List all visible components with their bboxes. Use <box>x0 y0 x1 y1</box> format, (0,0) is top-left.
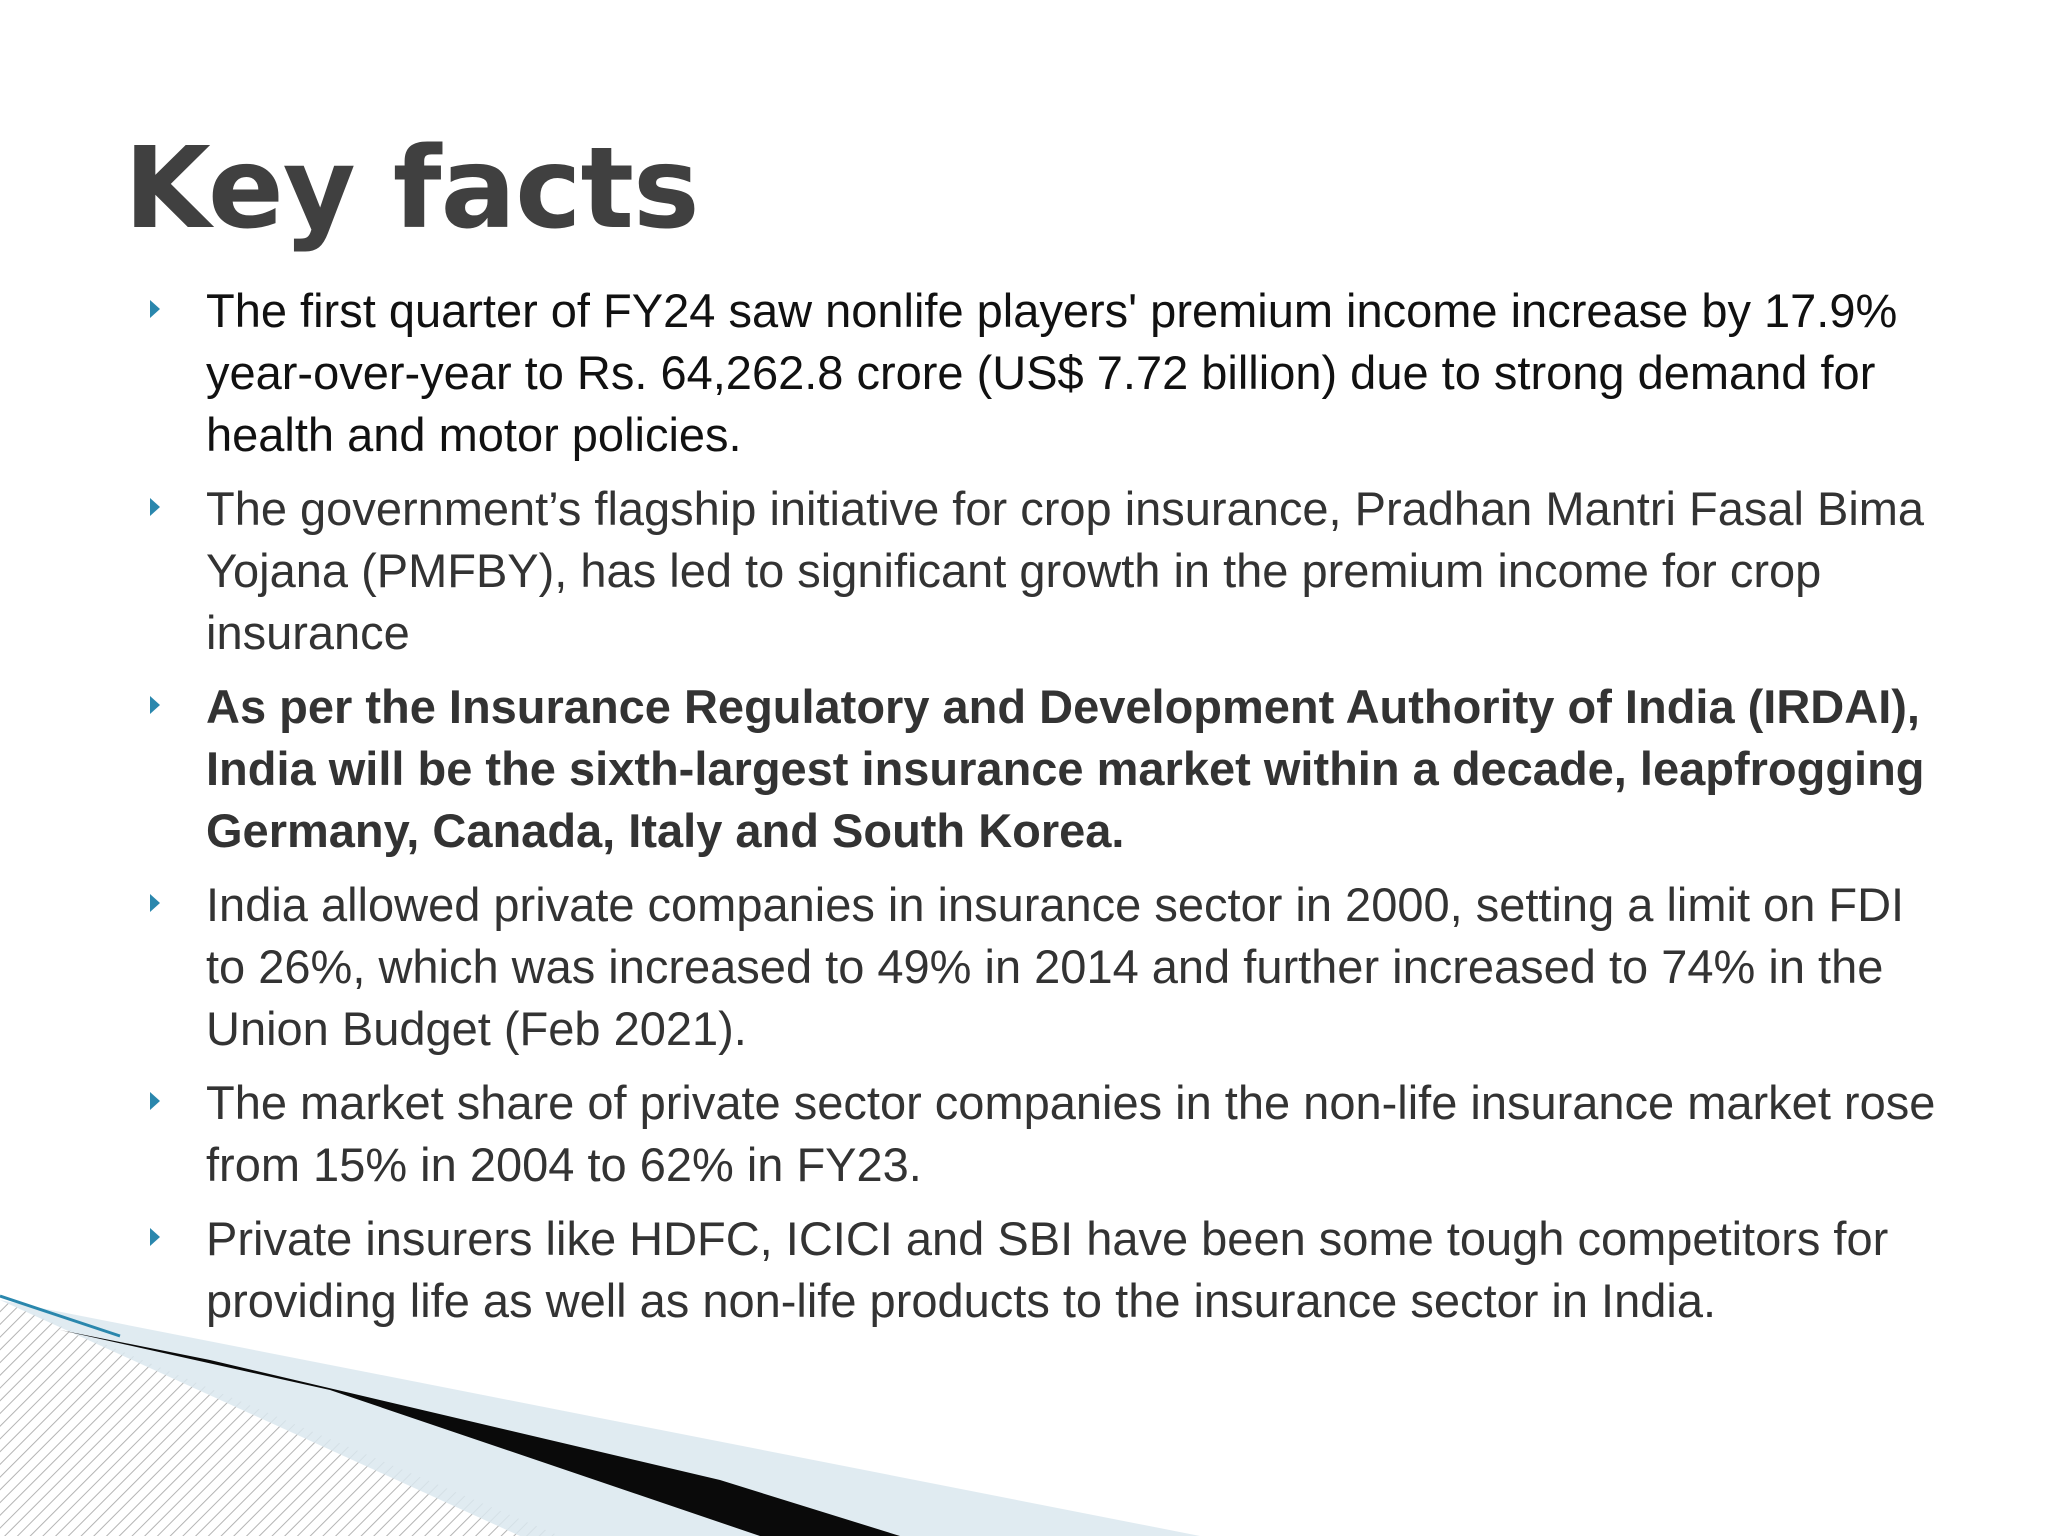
bullet-item: The government’s flagship initiative for… <box>148 478 1948 664</box>
blue-line <box>0 1294 121 1338</box>
bullet-arrow-icon <box>150 498 160 516</box>
bullet-arrow-icon <box>150 1092 160 1110</box>
bullet-item: The market share of private sector compa… <box>148 1072 1948 1196</box>
bullet-item: As per the Insurance Regulatory and Deve… <box>148 676 1948 862</box>
hatched-wedge-front <box>0 1300 520 1536</box>
bullet-item: The first quarter of FY24 saw nonlife pl… <box>148 280 1948 466</box>
bullet-arrow-icon <box>150 1228 160 1246</box>
bullet-list: The first quarter of FY24 saw nonlife pl… <box>148 280 1948 1344</box>
bullet-arrow-icon <box>150 300 160 318</box>
bullet-text: The market share of private sector compa… <box>206 1076 1936 1191</box>
bullet-text: India allowed private companies in insur… <box>206 878 1905 1055</box>
bullet-text: As per the Insurance Regulatory and Deve… <box>206 680 1925 857</box>
slide-title: Key facts <box>124 124 700 254</box>
bullet-text: The first quarter of FY24 saw nonlife pl… <box>206 284 1898 461</box>
bullet-item: Private insurers like HDFC, ICICI and SB… <box>148 1208 1948 1332</box>
bullet-item: India allowed private companies in insur… <box>148 874 1948 1060</box>
black-swoosh <box>60 1330 900 1536</box>
bullet-arrow-icon <box>150 894 160 912</box>
bullet-text: Private insurers like HDFC, ICICI and SB… <box>206 1212 1889 1327</box>
bullet-text: The government’s flagship initiative for… <box>206 482 1925 659</box>
bullet-arrow-icon <box>150 696 160 714</box>
